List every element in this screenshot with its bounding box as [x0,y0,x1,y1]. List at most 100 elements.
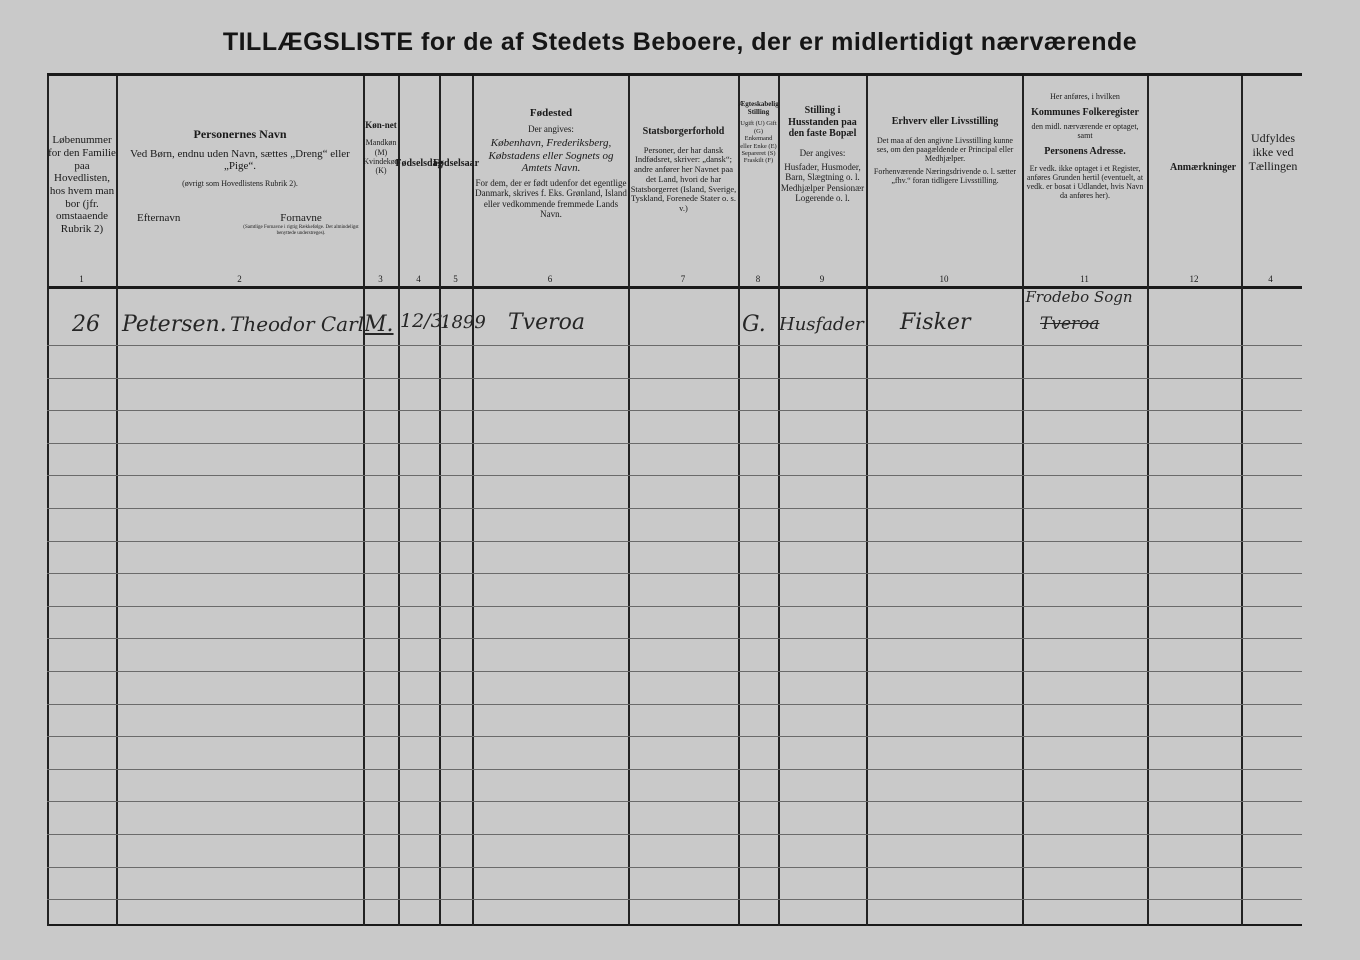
col-6-text2: København, Frederiksberg, Købstadens ell… [488,136,614,175]
page-title: TILLÆGSLISTE for de af Stedets Beboere, … [222,28,1138,56]
column-number: 7 [680,274,686,284]
col-11-pre: Her anføres, i hvilken [1050,92,1120,101]
col-12-heading: Anmærkninger [1170,162,1237,173]
column-number: 10 [939,274,949,284]
column-divider [738,76,740,926]
col-10-text: Det maa af den angivne Livsstilling kunn… [876,135,1014,163]
col-7-text: Personer, der har dansk Indfødsret, skri… [630,144,737,214]
column-divider [116,76,118,926]
entry-erhverv: Fisker [900,310,971,335]
col-3-heading: Køn-net [365,120,397,130]
col-4-heading: Fødselsdag [395,158,443,169]
column-number: 11 [1080,274,1089,284]
row-line [47,671,1302,672]
column-number: 12 [1189,274,1199,284]
col-9-text2: Husfader, Husmoder, Barn, Slægtning o. l… [780,161,865,203]
row-line [47,443,1302,444]
column-number: 3 [378,274,383,284]
col-11-heading2: Personens Adresse. [1044,146,1126,158]
row-line [47,704,1302,705]
header-col-9: Stilling i Husstanden paa den faste Bopæ… [780,80,865,270]
header-col-4: Fødselsdag [395,80,442,270]
entry-kon: M. [364,312,394,337]
header-col-6: Fødested Der angives: København, Frederi… [475,80,627,270]
col-11-text2: Er vedk. ikke optaget i et Register, anf… [1026,163,1144,201]
col-2-fornavne: Fornavne [280,212,322,225]
column-divider [1241,76,1243,926]
bottom-rule [47,924,1302,926]
column-divider [472,76,474,926]
column-number: 4 [416,274,421,284]
entry-fornavne: Theodor Carl [230,312,365,336]
top-rule [47,73,1302,76]
column-divider [1022,76,1024,926]
row-line [47,508,1302,509]
col-6-text3: For dem, der er født udenfor det egentli… [475,177,627,219]
column-divider [866,76,868,926]
row-line [47,378,1302,379]
entry-lobenummer: 26 [72,312,100,337]
col-8-text: Ugift (U) Gift (G) Enkemand eller Enke (… [740,120,777,165]
row-line [47,736,1302,737]
entry-aegteskab: G. [742,312,766,337]
row-line [47,638,1302,639]
entry-fodested: Tveroa [508,310,585,335]
col-5-heading: Fødselsaar [432,158,480,169]
row-line [47,899,1302,900]
header-col-5: Fødselsaar [433,80,479,270]
row-line [47,769,1302,770]
col-3-text: Mandkøn (M) Kvindekøn (K) [363,138,399,175]
entry-folkeregister: Frodebo Sogn [1025,288,1133,306]
col-11-heading: Kommunes Folkeregister [1031,107,1139,119]
header-col-7: Statsborgerforhold Personer, der har dan… [630,80,737,270]
entry-stilling: Husfader [779,314,864,335]
col-11-text: den midl. nærværende er optaget, samt [1031,121,1139,140]
header-col-8: Ægteskabelig Stilling Ugift (U) Gift (G)… [738,80,779,270]
col-9-text: Der angives: [799,147,846,158]
entry-fodselsaar: 1899 [440,312,486,333]
col-10-heading: Erhverv eller Livsstilling [891,116,999,127]
col-13-text: Udfyldes ikke ved Tællingen [1248,131,1298,173]
column-number: 1 [79,274,84,284]
column-number: 4 [1268,274,1273,284]
col-6-text: Der angives: [528,123,574,134]
row-line [47,541,1302,542]
column-divider [1147,76,1149,926]
col-9-heading: Stilling i Husstanden paa den faste Bopæ… [788,105,857,139]
header-col-12: Anmærkninger [1150,80,1240,270]
column-number: 6 [547,274,553,284]
col-8-heading: Ægteskabelig Stilling [738,100,779,117]
row-line [47,345,1302,346]
column-divider [47,76,49,926]
col-2-note: (øvrigt som Hovedlistens Rubrik 2). [182,179,298,189]
row-line [47,867,1302,868]
column-number: 2 [237,274,242,284]
header-col-2: Personernes Navn Ved Børn, endnu uden Na… [119,80,361,270]
header-bottom-rule [47,286,1302,289]
col-6-heading: Fødested [529,107,573,119]
col-1-text: Løbenummer for den Familie paa Hovedlist… [48,134,116,235]
header-col-3: Køn-net Mandkøn (M) Kvindekøn (K) [363,80,399,270]
col-2-heading: Personernes Navn [193,127,287,141]
row-line [47,801,1302,802]
header-col-1: Løbenummer for den Familie paa Hovedlist… [48,110,116,260]
row-line [47,834,1302,835]
column-divider [778,76,780,926]
entry-efternavn: Petersen. [122,312,227,337]
col-10-text2: Forhenværende Næringsdrivende o. l. sætt… [873,167,1017,186]
entry-fodselsdag: 12/3. [400,310,449,332]
row-line [47,475,1302,476]
header-col-10: Erhverv eller Livsstilling Det maa af de… [872,80,1018,270]
column-divider [628,76,630,926]
column-divider [398,76,400,926]
row-line [47,606,1302,607]
column-number: 5 [453,274,458,284]
col-2-fornavne-note: (Samtlige Fornavne i rigtig Rækkefølge. … [243,224,359,236]
column-divider [439,76,441,926]
col-2-efternavn: Efternavn [137,212,181,225]
column-divider [363,76,365,926]
column-number: 9 [819,274,825,284]
col-7-heading: Statsborgerforhold [642,126,725,137]
entry-folkeregister-struck: Tveroa [1040,314,1100,334]
row-line [47,410,1302,411]
